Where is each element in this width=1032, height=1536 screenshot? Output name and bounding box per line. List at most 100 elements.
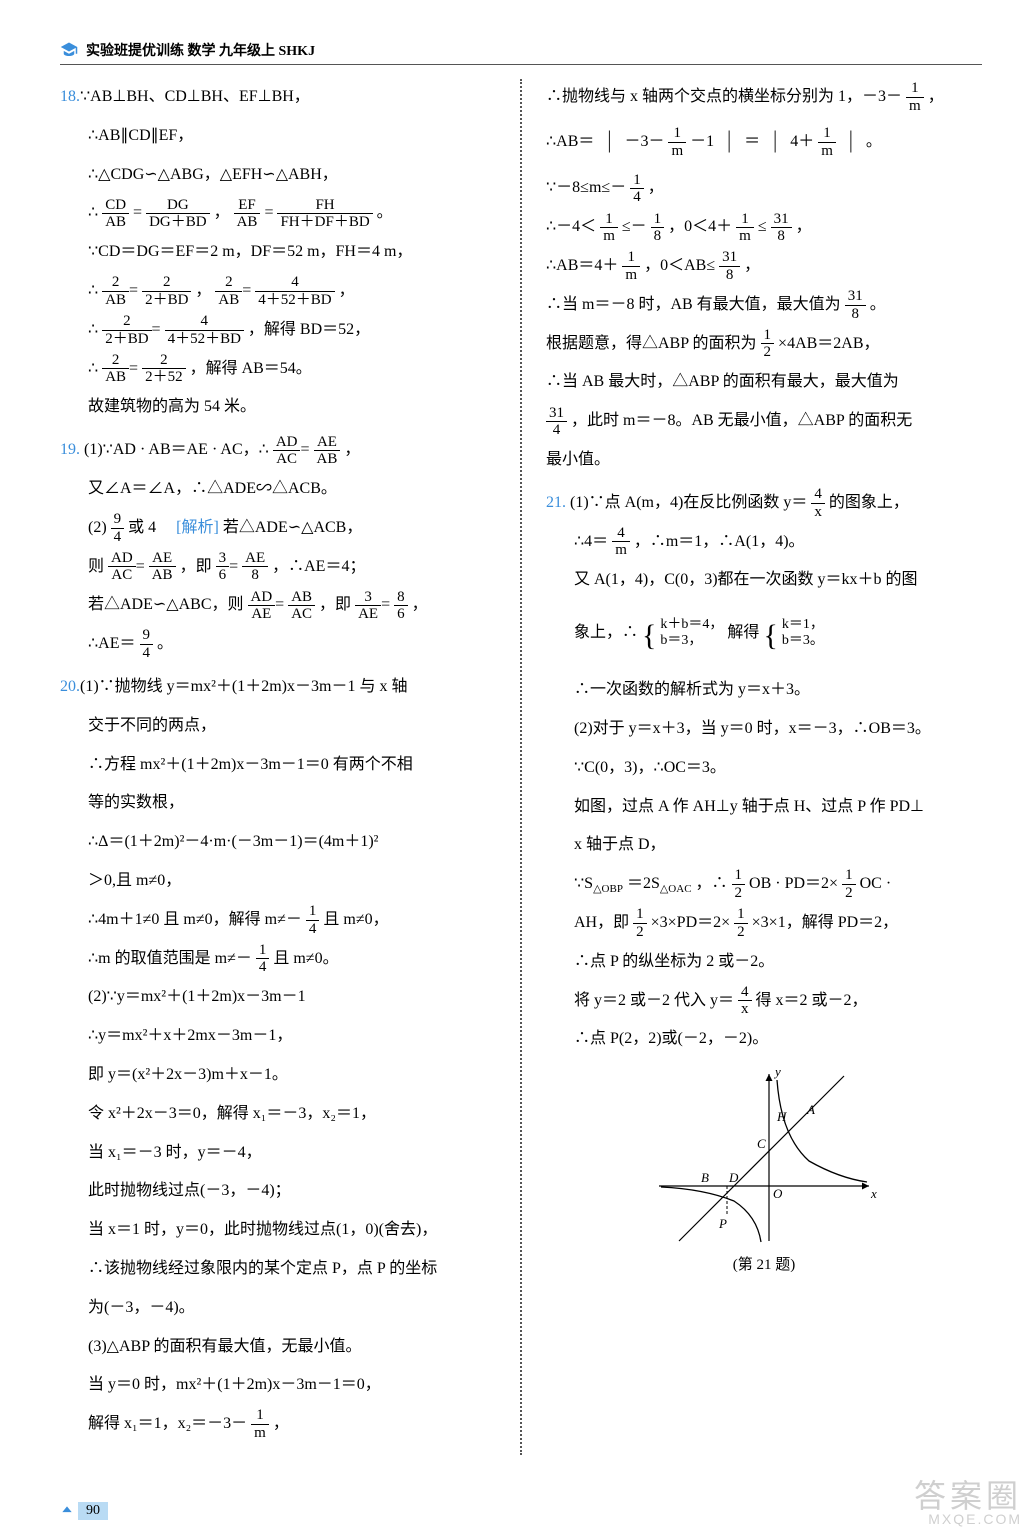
frac: 318 [845,288,866,322]
svg-text:O: O [773,1186,783,1201]
t: ， [648,179,664,196]
t: (1)∵抛物线 y＝mx²＋(1＋2m)x－3m－1 与 x 轴 [80,678,407,695]
frac: 14 [256,942,270,976]
frac: 4m [612,525,630,559]
t: ∵－8≤m≤－ [546,179,626,196]
t: ∴4m＋1≠0 且 m≠0，解得 m≠－ [88,911,302,928]
brace: { [642,619,656,652]
t: 当 x₁＝－3 时，y＝－4， [88,1144,262,1161]
t: ∴AB＝4＋ [546,257,618,274]
t: ≤ [758,218,767,235]
t: 。 [157,635,173,652]
t: 此时抛物线过点(－3，－4)； [88,1182,291,1199]
frac: FHFH＋DF＋BD [277,197,372,231]
t: OB · PD＝2× [749,875,838,892]
t: ∴当 m＝－8 时，AB 有最大值，最大值为 [546,296,841,313]
frac: 94 [140,627,154,661]
t: (1)∵AD · AB＝AE · AC，∴ [84,441,269,458]
t: ∴该抛物线经过象限内的某个定点 P，点 P 的坐标 [88,1260,437,1277]
frac: 1m [622,249,640,283]
t: ×4AB＝2AB， [778,335,879,352]
t: 象上，∴ [574,624,638,641]
frac: 2AB [102,274,129,308]
t: ∴Δ＝(1＋2m)²－4·m·(－3m－1)＝(4m＋1)² [88,833,378,850]
graph-caption: (第 21 题) [546,1248,982,1283]
t: 得 x＝2 或－2， [756,992,868,1009]
svg-text:A: A [806,1102,815,1117]
t: －3－ [624,133,664,150]
t: 当 x＝1 时，y＝0，此时抛物线过点(1，0)(舍去)， [88,1221,437,1238]
frac: 14 [306,903,320,937]
t: ∴方程 mx²＋(1＋2m)x－3m－1＝0 有两个不相 [88,756,413,773]
t: ∴m 的取值范围是 m≠－ [88,950,252,967]
t: ∴一次函数的解析式为 y＝x＋3。 [574,681,810,698]
frac: 1m [906,80,924,114]
t: 如图，过点 A 作 AH⊥y 轴于点 H、过点 P 作 PD⊥ [574,798,924,815]
frac: 318 [719,249,740,283]
frac: 12 [633,906,647,940]
hint: [解析] [176,519,219,536]
frac: ADAC [273,434,301,468]
abs: ｜ [840,130,862,155]
t: AH，即 [574,914,629,931]
frac: 3AE [355,589,381,623]
t: 将 y＝2 或－2 代入 y＝ [574,992,734,1009]
svg-text:C: C [757,1136,766,1151]
frac: 2AB [102,352,129,386]
frac: AEAB [149,550,176,584]
t: b＝3， [660,633,723,650]
t: (3)△ABP 的面积有最大值，无最小值。 [88,1338,362,1355]
watermark: 答案圈 MXQE.COM [914,1480,1022,1526]
right-column: ∴抛物线与 x 轴两个交点的横坐标分别为 1，－3－ 1m ， ∴AB＝ ｜ －… [546,79,982,1455]
t: 等的实数根， [88,794,184,811]
t: ∴点 P(2，2)或(－2，－2)。 [574,1030,768,1047]
arrow-up-icon [60,1504,74,1518]
t: ，∴m＝1，∴A(1，4)。 [634,533,805,550]
svg-text:y: y [773,1066,781,1079]
t: 若△ADE∽△ACB， [223,519,363,536]
frac: 1m [251,1407,269,1441]
svg-text:D: D [728,1170,739,1185]
frac: 44＋52＋BD [255,274,334,308]
q18-l1: ∵AB⊥BH、CD⊥BH、EF⊥BH， [80,88,310,105]
t: b＝3。 [782,633,824,650]
t: ∴ [88,360,98,377]
t: 为(－3，－4)。 [88,1299,195,1316]
frac: AE8 [242,550,268,584]
t: 且 m≠0， [323,911,388,928]
t: ＞0,且 m≠0， [88,872,181,889]
t: ， [339,282,355,299]
frac: 12 [842,867,856,901]
page-number: 90 [60,1502,108,1520]
t: ，即 [180,558,212,575]
t: 最小值。 [546,451,610,468]
frac: 22＋BD [102,313,151,347]
t: ×3×1，解得 PD＝2， [752,914,899,931]
q18-l3: ∴△CDG∽△ABG，△EFH∽△ABH， [88,166,338,183]
t: ∴ [88,282,98,299]
frac: 4x [738,984,752,1018]
frac: 22＋52 [142,352,186,386]
t: (2)∵y＝mx²＋(1＋2m)x－3m－1 [88,988,306,1005]
frac: 36 [216,550,230,584]
frac: 14 [630,172,644,206]
t: ， [344,441,360,458]
sub: △OAC [660,883,692,895]
watermark-sub: MXQE.COM [914,1512,1022,1526]
t: 解得 [727,624,759,641]
t: ，∴AE＝4； [272,558,365,575]
t: ，此时 m＝－8。AB 无最小值，△ABP 的面积无 [571,412,912,429]
t: 。 [377,204,393,221]
t: ，即 [319,596,351,613]
t: 当 y＝0 时，mx²＋(1＋2m)x－3m－1＝0， [88,1376,381,1393]
svg-text:x: x [870,1186,877,1201]
t: = [264,204,273,221]
svg-text:P: P [718,1216,727,1231]
t: 4＋ [790,133,814,150]
t: OC · [860,875,892,892]
t: (1)∵点 A(m，4)在反比例函数 y＝ [570,494,807,511]
t: ＝ [744,133,760,150]
frac: ADAE [248,589,276,623]
t: ≤－ [622,218,647,235]
t: ， [928,88,944,105]
